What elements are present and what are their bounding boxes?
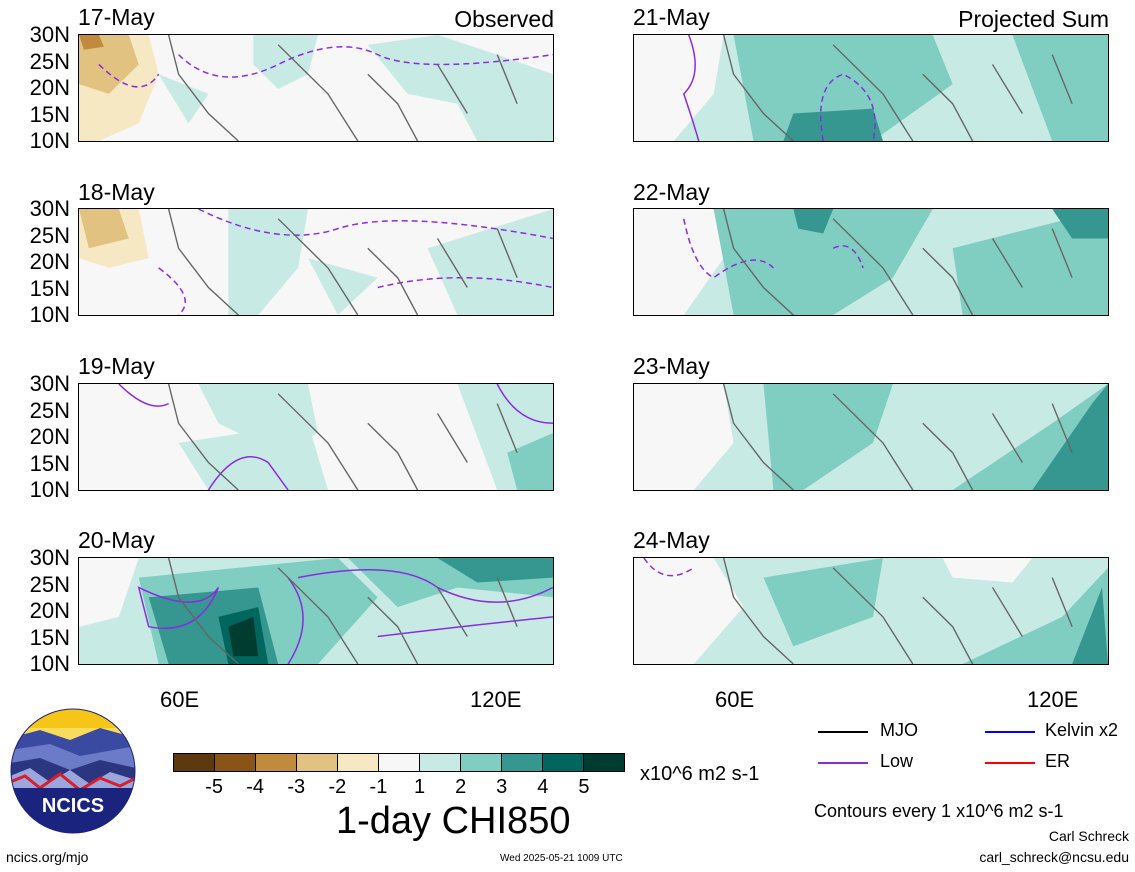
map-field bbox=[79, 558, 553, 664]
lat-label: 30N bbox=[29, 545, 70, 570]
map-panel-21-may bbox=[633, 34, 1109, 142]
colorbar-cell bbox=[215, 754, 256, 771]
mjo-legend-line bbox=[818, 731, 868, 733]
lat-label: 15N bbox=[29, 450, 70, 476]
kelvin-legend-line bbox=[985, 731, 1035, 733]
legend-mjo: MJO bbox=[880, 720, 918, 740]
map-panel-17-may bbox=[78, 34, 554, 142]
er-legend-line bbox=[985, 762, 1035, 764]
colorbar-cell bbox=[584, 754, 624, 771]
contours-note: Contours every 1 x10^6 m2 s-1 bbox=[814, 801, 1064, 821]
colorbar-cell bbox=[174, 754, 215, 771]
timestamp: Wed 2025-05-21 1009 UTC bbox=[500, 853, 623, 864]
map-field bbox=[79, 209, 553, 315]
colorbar bbox=[173, 753, 625, 772]
panel-corner-label: Observed bbox=[454, 6, 554, 32]
email: carl_schreck@ncsu.edu bbox=[979, 849, 1129, 865]
colorbar-label: 3 bbox=[496, 776, 508, 798]
colorbar-label: 5 bbox=[578, 776, 590, 798]
map-field bbox=[634, 384, 1108, 490]
map-field bbox=[634, 35, 1108, 141]
colorbar-cell bbox=[543, 754, 584, 771]
low-legend-line bbox=[818, 762, 868, 764]
panel-date: 20-May bbox=[78, 527, 155, 553]
colorbar-cell bbox=[256, 754, 297, 771]
map-panel-20-may bbox=[78, 557, 554, 665]
colorbar-label: -3 bbox=[287, 776, 306, 798]
panel-date: 23-May bbox=[633, 353, 710, 379]
map-field bbox=[634, 558, 1108, 664]
legend-kelvin: Kelvin x2 bbox=[1045, 720, 1119, 740]
map-panel-19-may bbox=[78, 383, 554, 491]
map-panel-22-may bbox=[633, 208, 1109, 316]
colorbar-label: 2 bbox=[455, 776, 467, 798]
site-link[interactable]: ncics.org/mjo bbox=[6, 849, 89, 865]
lon-label: 60E bbox=[715, 687, 755, 712]
map-panel-23-may bbox=[633, 383, 1109, 491]
colorbar-cell bbox=[379, 754, 420, 771]
map-field bbox=[79, 35, 553, 141]
lon-label: 120E bbox=[470, 687, 522, 712]
panel-date: 19-May bbox=[78, 353, 155, 379]
panel-date: 18-May bbox=[78, 179, 155, 205]
lat-label: 15N bbox=[29, 624, 70, 650]
map-field bbox=[634, 209, 1108, 315]
lat-label: 25N bbox=[29, 222, 70, 248]
lat-label: 10N bbox=[29, 651, 70, 676]
logo-text: NCICS bbox=[42, 795, 104, 817]
lat-label: 15N bbox=[29, 275, 70, 301]
colorbar-label: 1 bbox=[413, 776, 426, 798]
lat-label: 25N bbox=[29, 397, 70, 423]
colorbar-units: x10^6 m2 s-1 bbox=[640, 763, 760, 785]
map-panel-18-may bbox=[78, 208, 554, 316]
colorbar-cell bbox=[338, 754, 379, 771]
map-panel-24-may bbox=[633, 557, 1109, 665]
lon-label: 120E bbox=[1027, 687, 1079, 712]
panel-date: 24-May bbox=[633, 527, 710, 553]
lat-label: 25N bbox=[29, 571, 70, 597]
colorbar-cell bbox=[502, 754, 543, 771]
lat-label: 20N bbox=[29, 424, 70, 449]
map-field bbox=[118, 384, 553, 490]
lat-label: 20N bbox=[29, 249, 70, 274]
lat-label: 10N bbox=[29, 477, 70, 502]
colorbar-title: 1-day CHI850 bbox=[336, 800, 571, 842]
legend-low: Low bbox=[880, 751, 914, 771]
author: Carl Schreck bbox=[1048, 828, 1129, 844]
lat-label: 20N bbox=[29, 75, 70, 100]
panel-date: 17-May bbox=[78, 4, 155, 30]
colorbar-label: -4 bbox=[246, 776, 265, 798]
colorbar-label: -1 bbox=[369, 776, 388, 798]
lon-label: 60E bbox=[160, 687, 200, 712]
panel-corner-label: Projected Sum bbox=[958, 6, 1109, 32]
lat-label: 25N bbox=[29, 48, 70, 74]
lat-label: 30N bbox=[29, 371, 70, 396]
lat-label: 10N bbox=[29, 128, 70, 153]
lat-label: 30N bbox=[29, 196, 70, 221]
colorbar-cell bbox=[461, 754, 502, 771]
lat-label: 30N bbox=[29, 22, 70, 47]
colorbar-cell bbox=[297, 754, 338, 771]
colorbar-label: -5 bbox=[205, 776, 223, 798]
panel-date: 22-May bbox=[633, 179, 710, 205]
colorbar-label: -2 bbox=[328, 776, 347, 798]
lat-label: 10N bbox=[29, 302, 70, 327]
lat-label: 15N bbox=[29, 101, 70, 127]
panel-date: 21-May bbox=[633, 4, 710, 30]
colorbar-label: 4 bbox=[537, 776, 549, 798]
lat-label: 20N bbox=[29, 598, 70, 623]
legend-er: ER bbox=[1045, 751, 1071, 771]
ncics-logo: NCICS bbox=[10, 708, 136, 834]
colorbar-cell bbox=[420, 754, 461, 771]
